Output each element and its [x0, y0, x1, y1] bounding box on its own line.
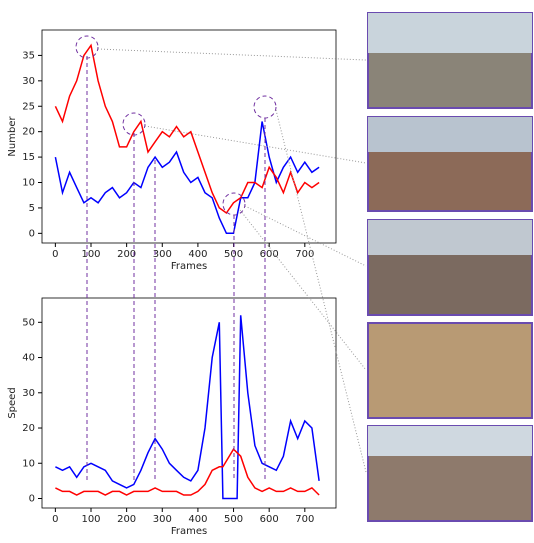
arrows: [98, 49, 366, 472]
y-axis-label: Speed: [7, 387, 18, 418]
x-axis-label: Frames: [171, 261, 207, 272]
highlight-circle: [76, 36, 98, 58]
y-tick-label: 10: [22, 458, 35, 469]
x-tick-label: 500: [224, 514, 243, 525]
y-tick-label: 35: [22, 50, 35, 61]
annotations: [76, 36, 276, 480]
x-tick-label: 700: [295, 249, 314, 260]
x-tick-label: 300: [153, 514, 172, 525]
page: SpeedFrames50403020100700600500400300200…: [0, 0, 534, 539]
x-axis-label: Frames: [171, 526, 207, 537]
x-tick-label: 700: [295, 514, 314, 525]
x-tick-label: 400: [188, 514, 207, 525]
y-tick-label: 20: [22, 423, 35, 434]
x-tick-label: 0: [52, 249, 58, 260]
y-tick-label: 50: [22, 317, 35, 328]
figure: SpeedFrames50403020100700600500400300200…: [0, 0, 534, 539]
y-tick-label: 15: [22, 152, 35, 163]
y-tick-label: 40: [22, 353, 35, 364]
series-line: [55, 315, 319, 498]
photo-sky: [368, 117, 532, 152]
x-tick-label: 600: [260, 514, 279, 525]
y-tick-label: 20: [22, 127, 35, 138]
photo-sky: [368, 220, 532, 255]
x-tick-label: 200: [117, 249, 136, 260]
photos: [368, 13, 532, 521]
x-tick-label: 600: [260, 249, 279, 260]
x-tick-label: 100: [81, 249, 100, 260]
y-tick-label: 10: [22, 178, 35, 189]
x-tick-label: 100: [81, 514, 100, 525]
series-line: [55, 449, 319, 495]
x-tick-label: 0: [52, 514, 58, 525]
arrow: [240, 210, 366, 370]
arrow: [276, 110, 366, 472]
plot-frame: [42, 30, 336, 243]
photo: [368, 323, 532, 418]
photo-sky: [368, 13, 532, 53]
y-tick-label: 0: [29, 493, 35, 504]
x-tick-label: 200: [117, 514, 136, 525]
y-tick-label: 30: [22, 388, 35, 399]
arrow: [98, 49, 366, 60]
y-tick-label: 5: [29, 203, 35, 214]
series-line: [55, 122, 319, 234]
y-tick-label: 0: [29, 228, 35, 239]
y-axis-label: Number: [7, 116, 18, 157]
x-tick-label: 400: [188, 249, 207, 260]
highlight-circle: [254, 96, 276, 118]
y-tick-label: 25: [22, 101, 35, 112]
plot-frame: [42, 298, 336, 508]
y-tick-label: 30: [22, 76, 35, 87]
x-tick-label: 300: [153, 249, 172, 260]
photo-sky: [368, 426, 532, 456]
series-line: [55, 45, 319, 213]
